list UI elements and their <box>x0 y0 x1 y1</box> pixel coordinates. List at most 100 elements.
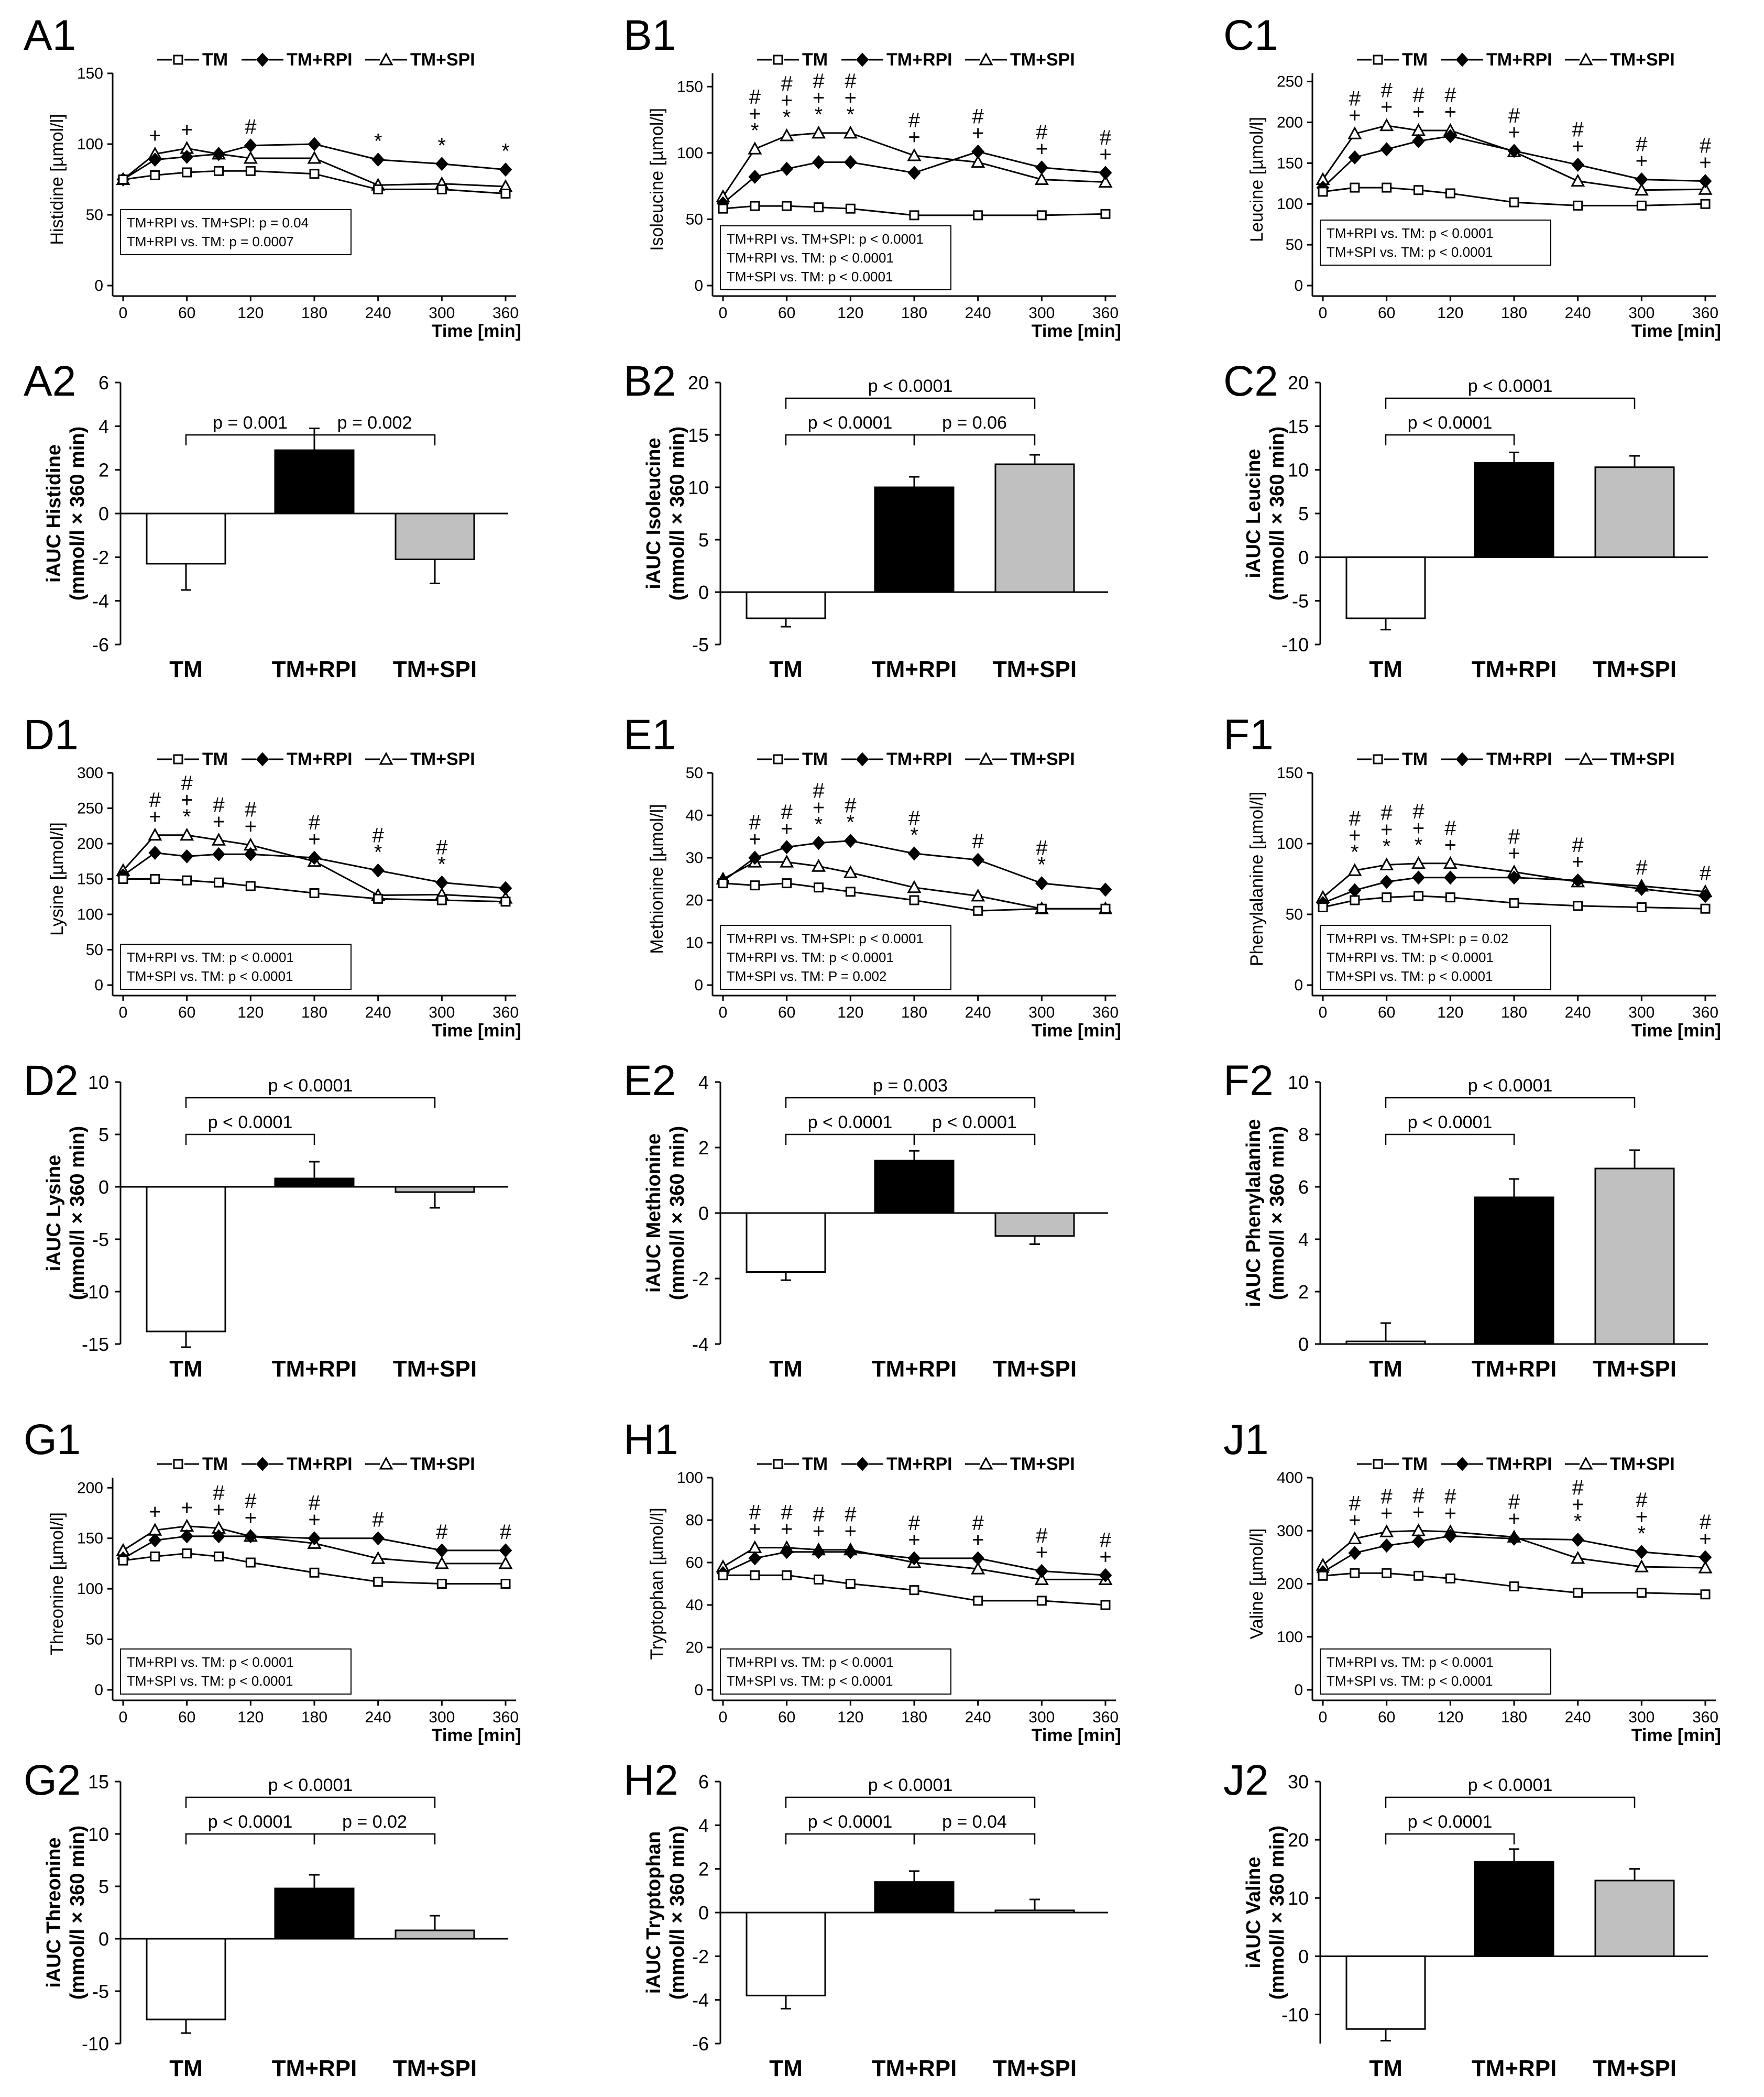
y-tick-label: -6 <box>92 634 109 656</box>
significance-mark: + <box>813 1520 825 1543</box>
y-tick-label: 150 <box>1277 155 1303 172</box>
x-tick-label: 300 <box>1028 1004 1055 1021</box>
stats-text: TM+RPI vs. TM+SPI: p = 0.04 <box>127 215 309 231</box>
x-axis-label: Time [min] <box>432 1725 521 1745</box>
comparison-bracket <box>913 1133 1036 1145</box>
marker-tm-spi <box>1579 52 1593 65</box>
significance-mark: + <box>1444 1502 1456 1525</box>
marker-tm-rpi <box>1380 875 1394 889</box>
significance-mark: # <box>309 811 321 834</box>
y-tick-label: 5 <box>98 1876 109 1897</box>
y-tick-label: -4 <box>92 591 109 612</box>
marker-tm <box>973 210 983 221</box>
marker-tm-rpi <box>1380 1538 1394 1553</box>
x-tick-label: 0 <box>1319 1004 1328 1021</box>
marker-tm-rpi <box>256 1457 269 1471</box>
stats-box <box>720 925 951 990</box>
significance-mark: # <box>1381 802 1393 825</box>
significance-mark: * <box>374 840 382 864</box>
significance-mark: + <box>1508 842 1520 865</box>
marker-tm-spi <box>1347 126 1362 139</box>
significance-mark: * <box>1638 1522 1646 1545</box>
x-tick-label: 240 <box>965 304 991 322</box>
category-label: TM+RPI <box>1472 1356 1557 1382</box>
significance-mark: + <box>908 1528 920 1552</box>
bar-panel-b2: B2 -5 0 5 10 15 20 iAUC Isoleucine (mmol/l × 360… <box>623 357 1108 682</box>
y-axis-label: iAUC Lysine <box>43 1155 65 1271</box>
marker-tm <box>1318 1570 1328 1581</box>
marker-tm-rpi <box>212 1529 225 1544</box>
significance-mark: + <box>845 86 857 110</box>
comparison-bracket <box>313 434 436 445</box>
marker-tm <box>150 874 160 884</box>
marker-tm-rpi <box>148 1533 162 1548</box>
comparison-p-value: p = 0.002 <box>337 413 412 433</box>
bar-tm <box>146 1938 226 2020</box>
significance-mark: # <box>813 1503 825 1526</box>
x-tick-label: 240 <box>365 304 391 322</box>
y-axis-label: Threonine [µmol/l] <box>47 1512 67 1655</box>
x-tick-label: 0 <box>719 304 728 322</box>
significance-mark: + <box>1036 1541 1048 1564</box>
y-tick-label: 200 <box>1277 114 1303 131</box>
comparison-p-value: p < 0.0001 <box>808 413 893 433</box>
y-axis-label: iAUC Isoleucine <box>643 438 665 589</box>
bar-tm-rpi <box>274 1887 355 1940</box>
marker-tm <box>436 895 447 905</box>
significance-mark: + <box>1508 121 1520 144</box>
comparison-bracket <box>1385 1796 1636 1808</box>
significance-mark: + <box>813 796 825 820</box>
legend-label: TM+RPI <box>886 749 952 769</box>
marker-tm-rpi <box>371 152 385 167</box>
marker-tm-rpi <box>435 875 448 890</box>
y-tick-label: 100 <box>77 1580 103 1598</box>
marker-tm <box>1382 892 1392 903</box>
significance-mark: # <box>1349 87 1361 110</box>
marker-tm-rpi <box>1348 883 1362 898</box>
comparison-bracket <box>185 1833 315 1844</box>
y-tick-label: -2 <box>692 1268 709 1290</box>
stats-box <box>720 1648 951 1695</box>
significance-mark: # <box>908 109 921 132</box>
marker-tm-spi <box>379 1456 393 1470</box>
significance-mark: + <box>213 810 225 833</box>
x-tick-label: 120 <box>237 1004 264 1021</box>
marker-tm-rpi <box>1571 1532 1585 1547</box>
significance-mark: # <box>1636 856 1648 879</box>
marker-tm <box>814 1574 824 1585</box>
significance-mark: # <box>500 1521 512 1544</box>
y-tick-label: 0 <box>94 277 103 294</box>
comparison-bracket <box>185 434 315 445</box>
significance-mark: # <box>1036 837 1048 860</box>
comparison-bracket <box>1385 434 1515 445</box>
significance-mark: # <box>781 801 793 824</box>
marker-tm-rpi <box>308 850 321 865</box>
y-tick-label: 20 <box>686 892 703 909</box>
significance-mark: + <box>149 1500 161 1523</box>
category-label: TM+RPI <box>1472 2056 1557 2081</box>
marker-tm <box>782 1570 792 1580</box>
marker-tm-rpi <box>212 847 225 861</box>
marker-tm <box>214 166 224 176</box>
x-tick-label: 180 <box>901 1709 927 1726</box>
marker-tm-rpi <box>1035 160 1048 175</box>
y-tick-label: 150 <box>677 78 703 95</box>
panel-label: F1 <box>1223 711 1274 759</box>
stats-text: TM+SPI vs. TM: P = 0.002 <box>727 968 886 984</box>
significance-mark: # <box>309 1492 321 1515</box>
y-axis-label: Tryptophan [µmol/l] <box>647 1508 667 1659</box>
y-tick-label: 15 <box>1288 416 1309 437</box>
marker-tm <box>1414 1570 1423 1581</box>
y-tick-label: 0 <box>1298 1946 1309 1967</box>
x-axis-label: Time [min] <box>1631 1725 1721 1745</box>
category-label: TM <box>769 1356 803 1382</box>
legend-label: TM+SPI <box>1610 1454 1675 1474</box>
y-axis-unit-label: (mmol/l × 360 min) <box>666 427 688 601</box>
marker-tm-rpi <box>180 149 194 164</box>
marker-tm-spi <box>1634 182 1649 196</box>
marker-tm-rpi <box>244 847 257 861</box>
marker-tm-rpi <box>843 834 857 848</box>
y-tick-label: 0 <box>698 1902 709 1924</box>
significance-mark: + <box>972 122 984 145</box>
y-tick-label: -6 <box>692 2033 709 2055</box>
